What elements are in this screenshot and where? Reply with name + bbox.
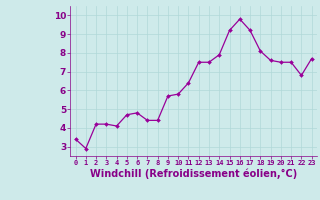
- X-axis label: Windchill (Refroidissement éolien,°C): Windchill (Refroidissement éolien,°C): [90, 169, 297, 179]
